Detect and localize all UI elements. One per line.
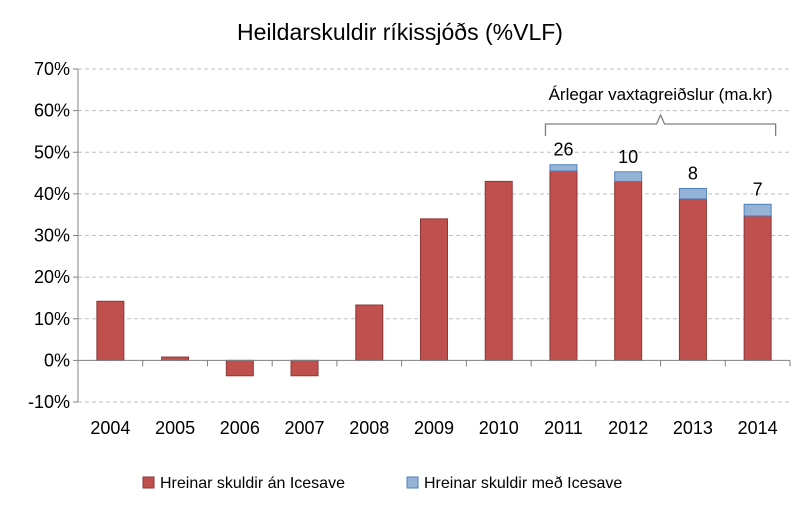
y-tick-label: 70% <box>34 59 70 79</box>
x-tick-label: 2012 <box>608 418 648 438</box>
x-tick-label: 2009 <box>414 418 454 438</box>
bar-2010-net-debt <box>484 180 513 361</box>
data-labels: 26 10 8 7 <box>553 140 762 200</box>
x-axis: 2004 2005 2006 2007 2008 2009 2010 2011 2012 2013… <box>77 360 791 438</box>
legend-label-1: Hreinar skuldir án Icesave <box>160 475 345 492</box>
legend-label-2: Hreinar skuldir með Icesave <box>424 475 622 492</box>
legend: Hreinar skuldir án Icesave Hreinar skuldi… <box>142 475 622 492</box>
data-label: 8 <box>688 163 698 183</box>
bar-2008-net-debt <box>355 304 384 361</box>
bar-2012-icesave <box>614 171 643 182</box>
annotation: Árlegar vaxtagreiðslur (ma.kr) <box>544 85 777 136</box>
x-tick-label: 2005 <box>155 418 195 438</box>
bar-2006-net-debt <box>225 359 254 377</box>
bar-2013-net-debt <box>678 198 707 361</box>
x-tick-label: 2006 <box>220 418 260 438</box>
bar-2013-icesave <box>678 187 707 200</box>
bar-2007-net-debt <box>290 359 319 377</box>
y-axis: -10% 0% 10% 20% 30% 40% 50% 60% 70% <box>28 59 79 412</box>
data-label: 7 <box>753 179 763 199</box>
bar-2004-net-debt <box>96 300 125 361</box>
x-tick-label: 2010 <box>479 418 519 438</box>
y-tick-label: 10% <box>34 309 70 329</box>
x-tick-label: 2004 <box>90 418 130 438</box>
y-tick-label: 60% <box>34 101 70 121</box>
legend-swatch-2 <box>406 476 419 489</box>
annotation-label: Árlegar vaxtagreiðslur (ma.kr) <box>549 85 773 104</box>
x-tick-label: 2013 <box>673 418 713 438</box>
y-tick-label: 40% <box>34 184 70 204</box>
x-tick-label: 2008 <box>349 418 389 438</box>
chart-title: Heildarskuldir ríkissjóðs (%VLF) <box>237 19 563 45</box>
x-tick-label: 2011 <box>544 418 583 438</box>
bar-2014-net-debt <box>743 215 772 361</box>
bar-2012-net-debt <box>614 180 643 361</box>
bar-2011-icesave <box>549 164 578 172</box>
bar-2009-net-debt <box>420 218 448 361</box>
y-tick-label: 0% <box>44 350 70 370</box>
annotation-bracket <box>544 113 777 136</box>
x-tick-label: 2014 <box>738 418 778 438</box>
y-tick-label: 30% <box>34 226 70 246</box>
data-label: 26 <box>553 140 573 160</box>
bars <box>96 164 772 377</box>
legend-swatch-1 <box>142 476 155 489</box>
bar-2014-icesave <box>743 203 772 217</box>
bar-2011-net-debt <box>549 170 578 361</box>
y-tick-label: 20% <box>34 267 70 287</box>
data-label: 10 <box>618 147 638 167</box>
y-tick-label: -10% <box>28 392 70 412</box>
x-tick-label: 2007 <box>285 418 325 438</box>
y-tick-label: 50% <box>34 142 70 162</box>
